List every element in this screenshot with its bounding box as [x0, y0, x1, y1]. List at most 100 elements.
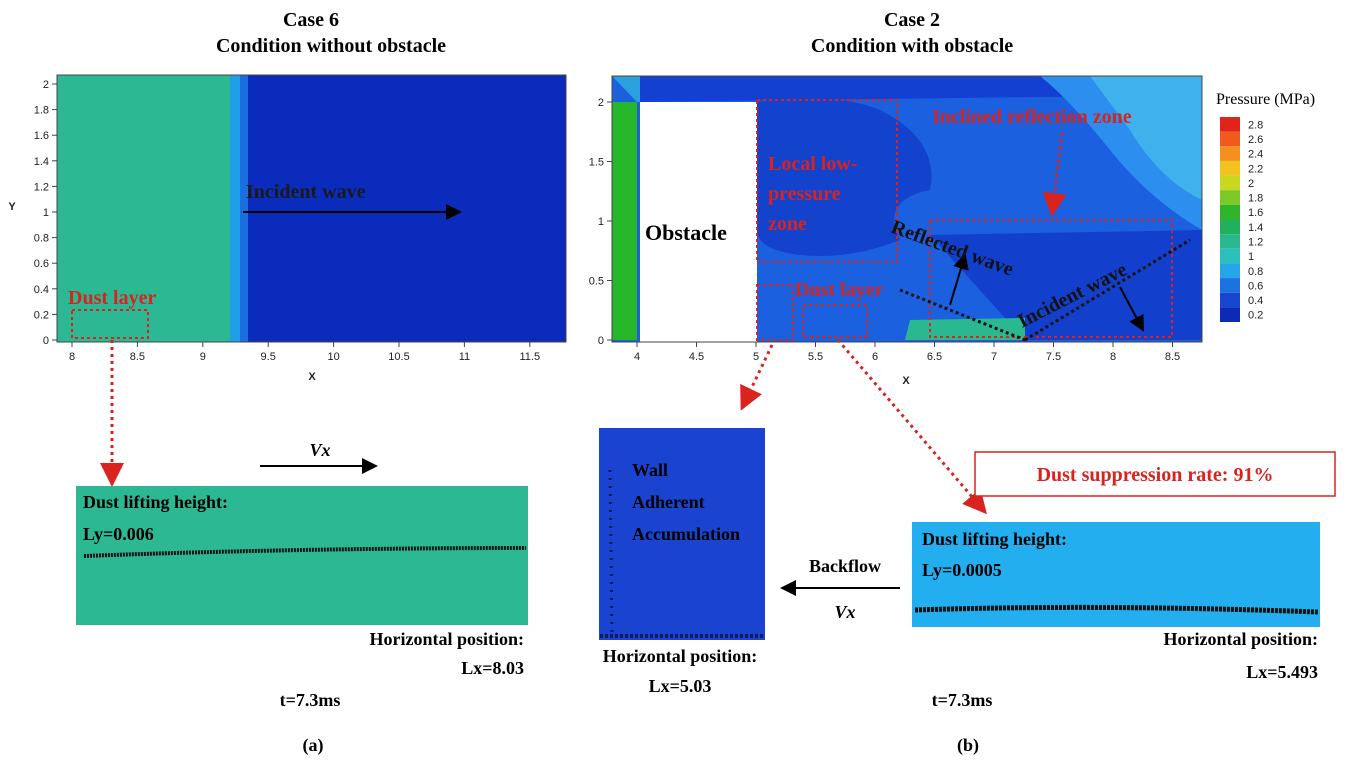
time: t=7.3ms: [932, 690, 993, 710]
colorbar-label: 1.6: [1248, 207, 1263, 219]
y-tick-label: 0: [43, 335, 49, 347]
x-tick-label: 9: [200, 351, 206, 363]
x-tick-label: 5: [753, 351, 759, 363]
y-tick-label: 0.6: [34, 258, 49, 270]
colorbar-swatch: [1220, 131, 1240, 147]
label: Backflow: [809, 556, 881, 576]
wave-line: [899, 288, 1026, 342]
label: Adherent: [632, 492, 705, 512]
colorbar-label: 0.4: [1248, 295, 1263, 307]
label: Lx=8.03: [461, 658, 524, 678]
x-tick-label: 7.5: [1046, 351, 1061, 363]
axes: 8 8.5 9 9.5 10 10.5 11 11.500.20.40.60.811.21.4…: [34, 79, 1180, 363]
x-tick-label: 7: [991, 351, 997, 363]
subtitle: Condition without obstacle: [216, 35, 446, 57]
label: Wall: [632, 460, 668, 480]
colorbar-swatch: [1220, 234, 1240, 249]
x-label: X: [308, 371, 316, 383]
y-tick-label: 0.4: [34, 284, 49, 296]
annotation: Incident wave: [246, 181, 366, 203]
x-tick-label: 5.5: [808, 351, 823, 363]
caption: (a): [303, 735, 324, 756]
label: Ly=0.0005: [922, 560, 1002, 580]
highlight-box: [756, 284, 794, 341]
caption: (b): [957, 735, 979, 756]
highlight-box: [929, 219, 1173, 338]
label: Ly=0.006: [83, 524, 154, 544]
x-tick-label: 8: [69, 351, 75, 363]
label: Lx=5.493: [1246, 662, 1318, 682]
colorbar-swatch: [1220, 160, 1240, 176]
colorbar-swatch: [1220, 190, 1240, 205]
callout-box: [974, 451, 1336, 497]
arrow: [1119, 286, 1144, 332]
colorbar-swatch: [1220, 204, 1240, 220]
colorbar-swatch: [1220, 292, 1240, 308]
callout: Dust suppression rate: 91%: [1037, 464, 1274, 486]
label: Horizontal position:: [1163, 629, 1318, 649]
annotation: zone: [768, 213, 807, 235]
colorbar-swatch: [1220, 278, 1240, 293]
colorbar-label: 0.8: [1248, 266, 1263, 278]
y-tick-label: 0.5: [589, 276, 604, 288]
y-tick-label: 1: [598, 216, 604, 228]
x-tick-label: 8.5: [130, 351, 145, 363]
label: Horizontal position:: [603, 646, 758, 666]
arrow: [740, 344, 774, 411]
title: Case 2: [884, 9, 940, 31]
colorbar-label: 2.6: [1248, 134, 1263, 146]
subtitle: Condition with obstacle: [811, 35, 1013, 57]
colorbar-label: 1.2: [1248, 236, 1263, 248]
label: Accumulation: [632, 524, 740, 544]
x-tick-label: 9.5: [261, 351, 276, 363]
annotation: Inclined reflection zone: [932, 106, 1132, 128]
annotation: Obstacle: [645, 220, 727, 245]
label: Horizontal position:: [369, 629, 524, 649]
highlight-box: [71, 309, 149, 339]
dust-trace: [608, 469, 614, 635]
colorbar-title: Pressure (MPa): [1216, 91, 1315, 108]
x-tick-label: 8.5: [1165, 351, 1180, 363]
colorbar-swatch: [1220, 219, 1240, 235]
inset: [599, 428, 765, 640]
y-label: Y: [8, 201, 16, 213]
y-tick-label: 0.2: [34, 309, 49, 321]
highlight-box: [756, 99, 898, 263]
wave-line: [1024, 238, 1191, 342]
x-label: X: [902, 375, 910, 387]
colorbar-swatch: [1220, 146, 1240, 161]
x-tick-label: 11: [459, 351, 470, 363]
dust-trace: [914, 604, 1319, 615]
x-tick-label: 4.5: [689, 351, 704, 363]
colorbar-label: 2.8: [1248, 119, 1263, 131]
y-tick-label: 1.5: [589, 157, 604, 169]
x-tick-label: 4: [634, 351, 640, 363]
arrow: [949, 253, 969, 306]
label: Lx=5.03: [649, 676, 712, 696]
y-tick-label: 1.4: [34, 156, 49, 168]
y-tick-label: 1.8: [34, 105, 49, 117]
colorbar-swatch: [1220, 117, 1240, 132]
x-tick-label: 10.5: [388, 351, 409, 363]
velocity: Vx: [834, 602, 855, 622]
colorbar-label: 1.4: [1248, 222, 1263, 234]
y-tick-label: 1.6: [34, 130, 49, 142]
colorbar-label: 2: [1248, 178, 1254, 190]
y-tick-label: 1.2: [34, 181, 49, 193]
annotation: Dust layer: [795, 279, 883, 301]
y-tick-label: 2: [43, 79, 49, 91]
annotation: pressure: [768, 183, 841, 205]
colorbar-label: 1.8: [1248, 193, 1263, 205]
annotation: Local low-: [768, 153, 857, 175]
highlight-box: [802, 304, 868, 338]
label: Dust lifting height:: [83, 492, 228, 512]
x-tick-label: 6: [872, 351, 878, 363]
colorbar-label: 0.6: [1248, 280, 1263, 292]
y-tick-label: 0.8: [34, 233, 49, 245]
x-tick-label: 8: [1110, 351, 1116, 363]
time: t=7.3ms: [280, 690, 341, 710]
colorbar-label: 2.4: [1248, 149, 1263, 161]
colorbar-swatch: [1220, 175, 1240, 191]
annotation: Dust layer: [68, 287, 156, 309]
